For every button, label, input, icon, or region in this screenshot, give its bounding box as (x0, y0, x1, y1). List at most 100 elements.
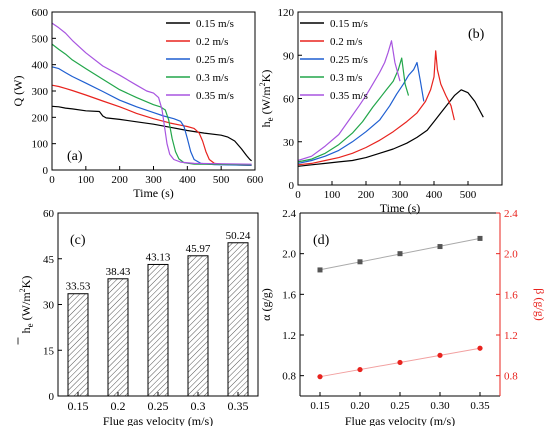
y-tick-label: 500 (32, 33, 49, 45)
bar-2 (147, 263, 169, 397)
x-axis-label: Time (s) (380, 201, 421, 215)
series-line-3 (51, 43, 252, 166)
x-tick-label: 200 (111, 174, 128, 186)
x-tick-label: 500 (213, 174, 230, 186)
series-line-2 (297, 61, 425, 164)
y-tick-label: 0 (49, 391, 55, 403)
alpha-point-4 (477, 235, 483, 241)
x-tick-label: 100 (78, 174, 95, 186)
legend-label-3: 0.3 m/s (330, 72, 362, 84)
y-axis-label-text: he (W/m2K) (18, 276, 35, 334)
panel-a: 0 100 200 300 400 500 600 0 100 200 300 400 500 600 Ti… (11, 7, 264, 200)
panel-tag: (d) (313, 233, 330, 248)
label-part: K) (259, 70, 273, 83)
beta-point-0 (317, 374, 323, 380)
label-part: K) (19, 276, 33, 289)
x-tick-label: 600 (247, 174, 264, 186)
y-tick-label-right: 1.6 (504, 289, 518, 301)
legend-label-2: 0.25 m/s (330, 54, 368, 66)
y-tick-label: 200 (32, 112, 49, 124)
panel-tag: (c) (70, 233, 86, 248)
legend-label-3: 0.3 m/s (196, 72, 228, 84)
bar-value-label-2: 43.13 (146, 251, 171, 263)
legend-label-2: 0.25 m/s (196, 54, 234, 66)
x-tick-label: 0 (49, 174, 55, 186)
alpha-point-2 (397, 251, 403, 257)
x-axis-label: Time (s) (133, 186, 174, 200)
legend-label-0: 0.15 m/s (330, 18, 368, 30)
y-tick-label: 60 (43, 208, 55, 220)
y-tick-label: 0.8 (282, 371, 296, 383)
series-line-4 (51, 22, 252, 165)
y-tick-label: 30 (283, 137, 295, 149)
panel-d: 0.15 0.20 0.25 0.30 0.35 0.8 1.2 1.6 2.0 2.4 0.8 1.… (259, 208, 547, 426)
y-tick-label: 0 (43, 165, 49, 177)
y-tick-label: 300 (32, 86, 49, 98)
x-tick-label: 0.15 (68, 399, 89, 413)
x-tick-label: 0.3 (191, 399, 206, 413)
label-part: e (25, 323, 35, 327)
series-line-2 (51, 66, 252, 166)
bar-4 (227, 242, 249, 397)
panel-tag: (a) (67, 149, 83, 164)
y-tick-label: 30 (43, 300, 55, 312)
y-tick-label-right: 2.0 (504, 249, 518, 261)
panel-b: 0 100 200 300 400 500 0 30 60 90 120 Time (s) he (W/… (258, 7, 485, 215)
y-tick-label-right: 1.2 (504, 330, 518, 342)
panel-c: 33.53 0.15 38.43 0.2 43.13 0.25 45.97 0.3 50.24 0… (17, 208, 251, 426)
y-tick-label: 0 (289, 180, 295, 192)
beta-point-1 (357, 366, 363, 373)
x-tick-label: 0.15 (310, 400, 330, 412)
panel-tag: (b) (468, 27, 485, 42)
x-tick-label: 0.2 (111, 399, 126, 413)
series-line-3 (297, 57, 410, 163)
bar-value-label-1: 38.43 (106, 266, 131, 278)
x-tick-label: 300 (145, 174, 162, 186)
bar-value-label-0: 33.53 (66, 281, 91, 293)
x-tick-label: 0.35 (470, 400, 490, 412)
x-tick-label: 300 (392, 189, 409, 201)
beta-point-2 (397, 359, 403, 366)
x-tick-label: 500 (460, 189, 477, 201)
y-axis-label-right: β (g/g) (533, 288, 547, 320)
y-tick-label: 1.6 (282, 289, 296, 301)
y-axis-label: he (W/m2K) (258, 70, 275, 128)
x-tick-label: 0.35 (228, 399, 249, 413)
y-tick-label: 15 (43, 345, 55, 357)
label-part: (W/m (19, 292, 33, 324)
y-tick-label-right: 0.8 (504, 371, 518, 383)
x-tick-label: 400 (179, 174, 196, 186)
y-tick-label: 120 (278, 7, 295, 19)
bar-value-label-4: 50.24 (226, 230, 251, 242)
label-part: h (259, 121, 273, 127)
label-part: 2 (18, 288, 27, 292)
y-tick-label: 60 (283, 94, 295, 106)
x-tick-label: 200 (358, 189, 375, 201)
legend-label-1: 0.2 m/s (196, 36, 228, 48)
y-tick-label: 1.2 (282, 330, 296, 342)
y-tick-label: 600 (32, 7, 49, 19)
label-part: 2 (258, 82, 267, 86)
x-axis-label: Flue gas velocity (m/s) (103, 414, 213, 426)
y-axis-label: Q (W) (11, 76, 25, 107)
beta-point-3 (437, 352, 443, 358)
y-axis-label: α (g/g) (259, 288, 273, 321)
x-tick-label: 400 (426, 189, 443, 201)
legend-label-4: 0.35 m/s (330, 90, 368, 102)
x-tick-label: 100 (324, 189, 341, 201)
x-axis-label: Flue gas velocity (m/s) (345, 414, 455, 426)
legend-label-1: 0.2 m/s (330, 36, 362, 48)
label-part: e (265, 117, 275, 121)
y-axis-label-text: he (W/m2K) (258, 70, 275, 128)
y-tick-label: 100 (32, 139, 49, 151)
alpha-point-1 (357, 259, 363, 265)
bar-0 (67, 293, 89, 397)
bar-3 (187, 255, 209, 397)
x-tick-label: 0 (295, 189, 301, 201)
alpha-point-0 (317, 267, 323, 273)
label-part: (W/m (259, 86, 273, 118)
series-line-1 (297, 50, 455, 166)
x-tick-label: 0.30 (430, 400, 450, 412)
x-tick-label: 0.25 (148, 399, 169, 413)
